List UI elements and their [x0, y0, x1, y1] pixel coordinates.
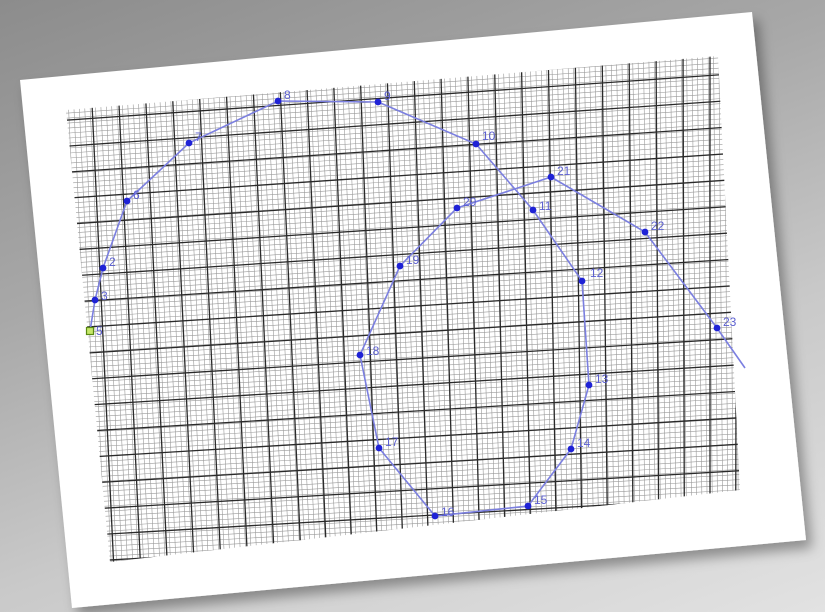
point-label: 9	[384, 89, 391, 103]
point-13: 13	[585, 372, 609, 389]
point-marker	[472, 140, 480, 148]
point-12: 12	[578, 266, 604, 285]
point-label: 5	[96, 324, 103, 338]
point-label: 22	[651, 219, 665, 233]
point-marker	[431, 512, 439, 520]
point-7: 7	[185, 130, 202, 147]
point-marker	[585, 381, 593, 389]
point-label: 17	[385, 435, 399, 449]
point-20: 20	[453, 195, 477, 212]
point-3: 3	[91, 289, 108, 304]
point-2: 2	[99, 255, 116, 272]
point-marker	[99, 264, 107, 272]
point-marker	[374, 98, 382, 106]
point-marker	[641, 228, 649, 236]
point-label: 15	[534, 493, 548, 507]
point-marker	[123, 197, 131, 205]
point-marker	[396, 262, 404, 270]
point-marker	[91, 296, 99, 304]
point-marker	[274, 97, 282, 105]
point-8: 8	[274, 88, 291, 105]
point-label: 14	[577, 436, 591, 450]
point-16: 16	[431, 505, 455, 520]
point-label: 10	[482, 129, 496, 143]
point-9: 9	[374, 89, 391, 106]
point-17: 17	[375, 435, 399, 452]
point-15: 15	[524, 493, 548, 510]
point-label: 3	[101, 289, 108, 303]
point-label: 18	[366, 344, 380, 358]
point-23: 23	[713, 315, 737, 332]
point-marker	[375, 444, 383, 452]
point-marker	[185, 139, 193, 147]
point-label: 11	[539, 199, 552, 213]
point-label: 12	[590, 266, 604, 280]
point-label: 20	[463, 195, 477, 209]
point-21: 21	[547, 164, 571, 181]
point-label: 19	[406, 253, 420, 267]
point-label: 21	[557, 164, 571, 178]
point-marker	[524, 502, 532, 510]
point-marker	[567, 445, 575, 453]
point-label: 16	[441, 505, 455, 519]
point-marker	[529, 206, 537, 214]
point-marker	[356, 351, 364, 359]
point-label: 6	[133, 188, 140, 202]
point-marker	[453, 204, 461, 212]
point-marker	[713, 324, 721, 332]
point-10: 10	[472, 129, 496, 148]
start-point-marker	[85, 326, 95, 336]
point-19: 19	[396, 253, 420, 270]
point-label: 7	[195, 130, 202, 144]
point-22: 22	[641, 219, 665, 236]
point-marker	[578, 277, 586, 285]
point-11: 11	[529, 199, 552, 214]
path-line	[89, 100, 746, 517]
point-label: 23	[723, 315, 737, 329]
point-14: 14	[567, 436, 591, 453]
point-marker	[547, 173, 555, 181]
point-5: 5	[85, 324, 103, 338]
point-label: 8	[284, 88, 291, 102]
point-path: 5 3 2 6 7 8 9 10 11 12 13 14 15 16 17 18 19 20 21 22 23	[85, 88, 746, 520]
point-label: 13	[595, 372, 609, 386]
point-18: 18	[356, 344, 380, 359]
point-6: 6	[123, 188, 140, 205]
point-label: 2	[109, 255, 116, 269]
